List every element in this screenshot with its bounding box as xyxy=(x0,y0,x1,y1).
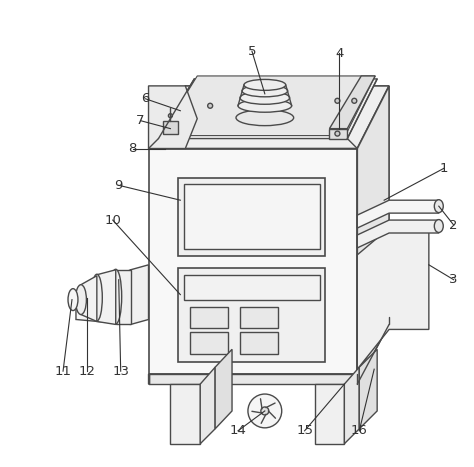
Polygon shape xyxy=(148,149,357,374)
Ellipse shape xyxy=(242,85,288,97)
Text: 3: 3 xyxy=(449,273,458,286)
Polygon shape xyxy=(97,270,116,325)
Bar xyxy=(190,333,228,354)
Bar xyxy=(184,184,319,249)
Bar xyxy=(240,306,278,328)
Text: 7: 7 xyxy=(137,114,145,127)
Polygon shape xyxy=(357,200,439,228)
Circle shape xyxy=(248,394,282,428)
Ellipse shape xyxy=(244,79,286,90)
Ellipse shape xyxy=(238,99,292,112)
Text: 5: 5 xyxy=(247,44,256,57)
Polygon shape xyxy=(357,220,439,248)
Bar xyxy=(178,268,326,362)
Text: 15: 15 xyxy=(296,425,313,437)
Polygon shape xyxy=(357,318,389,384)
Polygon shape xyxy=(81,276,97,321)
Ellipse shape xyxy=(75,285,86,314)
Polygon shape xyxy=(315,384,344,444)
Bar xyxy=(190,306,228,328)
Ellipse shape xyxy=(434,200,443,212)
Circle shape xyxy=(168,114,173,118)
Bar xyxy=(184,275,319,300)
Polygon shape xyxy=(329,128,347,139)
Text: 10: 10 xyxy=(104,213,121,226)
Ellipse shape xyxy=(110,269,122,324)
Text: 6: 6 xyxy=(141,92,150,105)
Polygon shape xyxy=(329,76,375,128)
Text: 1: 1 xyxy=(439,162,448,175)
Circle shape xyxy=(352,99,357,103)
Circle shape xyxy=(335,131,340,136)
Text: 16: 16 xyxy=(351,425,368,437)
Ellipse shape xyxy=(68,289,78,311)
Polygon shape xyxy=(131,265,148,325)
Bar xyxy=(178,178,326,256)
Circle shape xyxy=(261,407,269,415)
Text: 8: 8 xyxy=(128,142,137,155)
Polygon shape xyxy=(170,384,200,444)
Polygon shape xyxy=(161,76,375,135)
Polygon shape xyxy=(116,270,131,325)
Bar xyxy=(240,333,278,354)
Ellipse shape xyxy=(240,92,290,104)
Polygon shape xyxy=(148,374,357,384)
Text: 4: 4 xyxy=(335,47,344,60)
Polygon shape xyxy=(359,349,377,429)
Ellipse shape xyxy=(434,219,443,233)
Polygon shape xyxy=(148,318,389,384)
Polygon shape xyxy=(76,270,131,325)
Text: 12: 12 xyxy=(78,365,95,378)
Circle shape xyxy=(335,99,340,103)
Ellipse shape xyxy=(91,274,102,321)
Text: 2: 2 xyxy=(449,219,458,232)
Ellipse shape xyxy=(236,110,294,126)
Polygon shape xyxy=(148,86,389,149)
Polygon shape xyxy=(215,349,232,429)
Polygon shape xyxy=(148,86,197,149)
Polygon shape xyxy=(200,367,215,444)
Circle shape xyxy=(208,103,213,108)
Text: 11: 11 xyxy=(55,365,72,378)
Text: 13: 13 xyxy=(112,365,129,378)
Polygon shape xyxy=(164,120,178,134)
Polygon shape xyxy=(158,79,377,139)
Text: 14: 14 xyxy=(229,425,246,437)
Polygon shape xyxy=(344,367,359,444)
Polygon shape xyxy=(357,86,389,374)
Polygon shape xyxy=(357,228,429,369)
Text: 9: 9 xyxy=(115,179,123,192)
